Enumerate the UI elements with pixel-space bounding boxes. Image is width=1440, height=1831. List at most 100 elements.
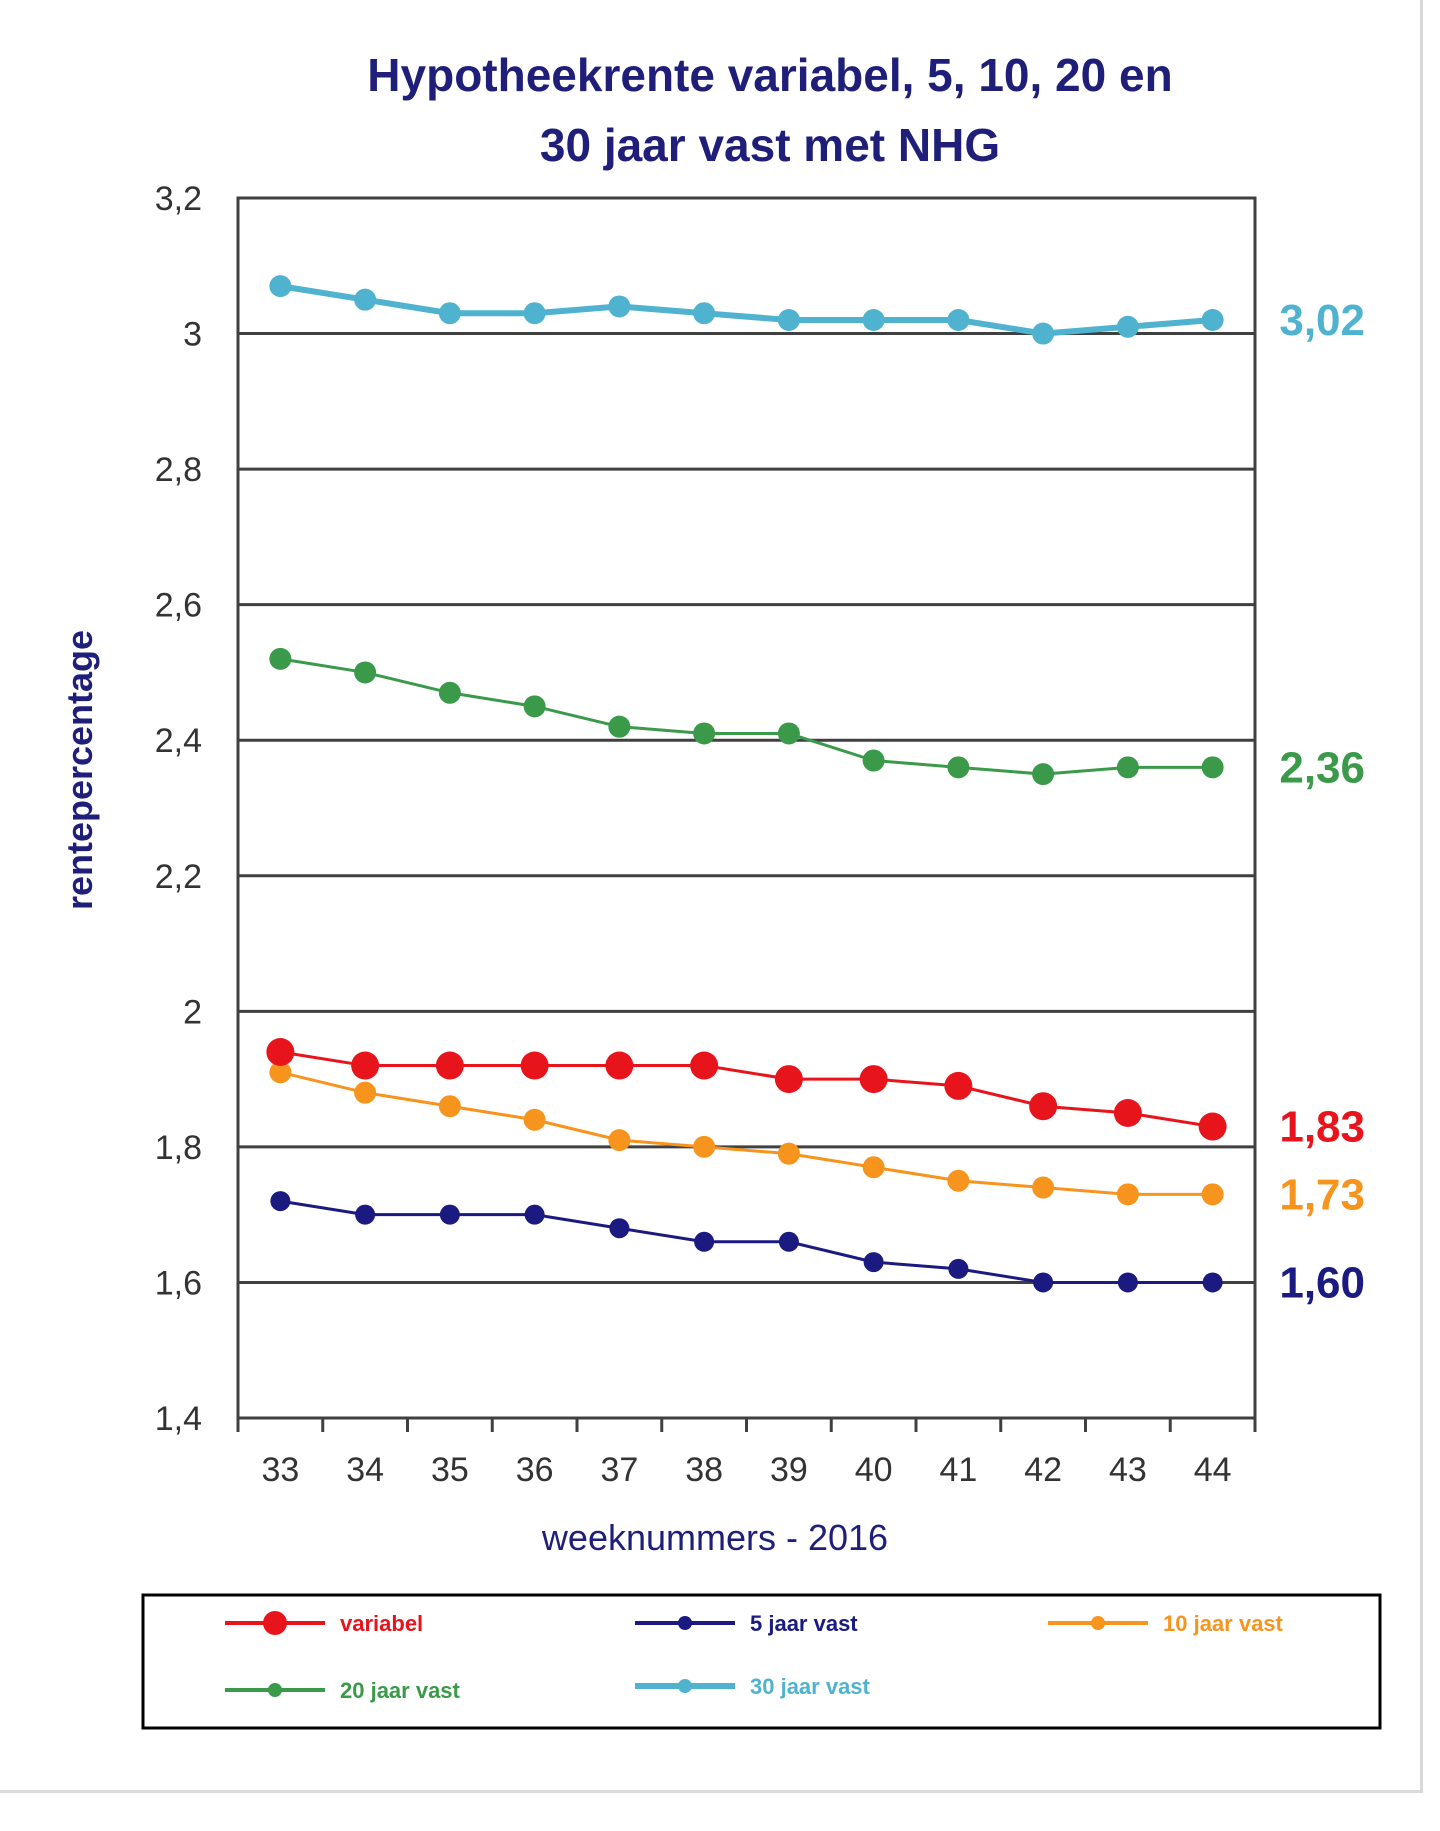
x-axis-title: weeknummers - 2016 [541, 1517, 888, 1558]
data-point [1033, 1272, 1054, 1293]
data-point [1117, 1272, 1138, 1293]
x-tick-label: 44 [1194, 1451, 1232, 1489]
end-value-label: 3,02 [1279, 296, 1365, 345]
legend: variabel 5 jaar vast 10 jaar vast 20 jaar v… [141, 1593, 1382, 1730]
legend-swatch-marker [678, 1616, 692, 1630]
data-point [520, 1051, 549, 1080]
data-point [438, 302, 461, 325]
data-point [1032, 1176, 1055, 1199]
data-point [524, 1204, 545, 1225]
data-point [438, 1095, 461, 1118]
data-point [355, 1204, 376, 1225]
y-tick-label: 2,8 [155, 451, 202, 489]
legend-label: 20 jaar vast [340, 1678, 461, 1703]
data-point [609, 1218, 630, 1239]
x-tick-label: 33 [261, 1451, 299, 1489]
data-point [1113, 1099, 1142, 1127]
end-value-label: 1,83 [1279, 1103, 1365, 1152]
legend-swatch-marker [263, 1611, 287, 1635]
end-value-label: 1,60 [1279, 1258, 1365, 1307]
data-point [439, 1204, 460, 1225]
x-tick-label: 38 [685, 1451, 723, 1489]
legend-item-10_jaar: 10 jaar vast [1048, 1611, 1284, 1636]
plot-border [236, 196, 1257, 1420]
end-value-label: 2,36 [1279, 743, 1365, 792]
data-point [435, 1051, 464, 1080]
legend-label: 5 jaar vast [750, 1611, 858, 1636]
x-tick-label: 39 [770, 1451, 808, 1489]
data-point [269, 275, 292, 298]
data-point [863, 1252, 884, 1273]
data-point [1032, 763, 1055, 786]
data-point [438, 681, 461, 704]
end-value-label: 1,73 [1279, 1170, 1365, 1219]
series [266, 275, 1227, 1293]
data-point [777, 309, 800, 331]
series-30_jaar [269, 275, 1224, 345]
y-tick-label: 3 [183, 316, 202, 354]
data-point [947, 309, 970, 331]
labels: 1,4 1,6 1,8 2 2,2 2,4 2,6 2,8 3 3,2 33 34 35 36 37 38 39… [155, 180, 1365, 1489]
x-tick-label: 40 [855, 1451, 893, 1489]
legend-swatch-marker [1091, 1616, 1105, 1630]
series-10_jaar [269, 1061, 1224, 1206]
y-tick-label: 2,2 [155, 858, 202, 896]
data-point [266, 1038, 295, 1066]
series-line [279, 283, 1213, 337]
y-axis-title: rentepercentage [59, 630, 100, 910]
data-point [947, 756, 970, 779]
x-tick-label: 41 [939, 1451, 977, 1489]
legend-item-20_jaar: 20 jaar vast [225, 1678, 461, 1703]
series-20_jaar [269, 647, 1224, 786]
title-line-2: 30 jaar vast met NHG [539, 119, 1001, 171]
data-point [608, 715, 631, 738]
data-point [777, 722, 800, 745]
y-tick-label: 1,8 [155, 1129, 202, 1167]
legend-swatch-marker [268, 1683, 282, 1697]
data-point [354, 288, 377, 311]
data-point [862, 309, 885, 331]
data-point [862, 749, 885, 772]
data-point [947, 1169, 970, 1192]
chart-title: Hypotheekrente variabel, 5, 10, 20 en 30… [200, 40, 1340, 180]
data-point [1202, 1272, 1223, 1293]
data-point [270, 1191, 291, 1212]
series-line [280, 1199, 1213, 1284]
x-tick-label: 37 [600, 1451, 638, 1489]
legend-label: variabel [340, 1611, 423, 1636]
legend-label: 30 jaar vast [750, 1674, 871, 1699]
data-point [694, 1231, 715, 1252]
chart-frame [0, 0, 1423, 1793]
data-point [523, 1108, 546, 1131]
data-point [1201, 1183, 1224, 1206]
data-point [523, 302, 546, 325]
data-point [693, 1135, 716, 1158]
legend-label: 10 jaar vast [1163, 1611, 1284, 1636]
x-tick-label: 34 [346, 1451, 384, 1489]
data-point [693, 722, 716, 745]
series-line [280, 1050, 1213, 1129]
data-point [944, 1071, 973, 1100]
data-point [351, 1051, 380, 1080]
data-point [1029, 1092, 1058, 1121]
data-point [269, 1061, 292, 1084]
legend-swatch-marker [678, 1679, 692, 1693]
y-tick-label: 2 [183, 993, 202, 1031]
data-point [774, 1065, 803, 1094]
x-tick-label: 35 [431, 1451, 469, 1489]
grid [238, 332, 1255, 1284]
axes [236, 196, 1257, 1432]
data-point [1201, 756, 1224, 779]
data-point [1032, 322, 1055, 345]
x-tick-label: 36 [516, 1451, 554, 1489]
data-point [778, 1231, 799, 1252]
series-variabel [266, 1038, 1227, 1141]
legend-item-5_jaar: 5 jaar vast [635, 1611, 858, 1636]
x-tick-label: 43 [1109, 1451, 1147, 1489]
y-tick-label: 3,2 [155, 180, 202, 218]
title-line-1: Hypotheekrente variabel, 5, 10, 20 en [367, 49, 1173, 101]
data-point [777, 1142, 800, 1165]
data-point [523, 695, 546, 718]
data-point [690, 1051, 719, 1080]
